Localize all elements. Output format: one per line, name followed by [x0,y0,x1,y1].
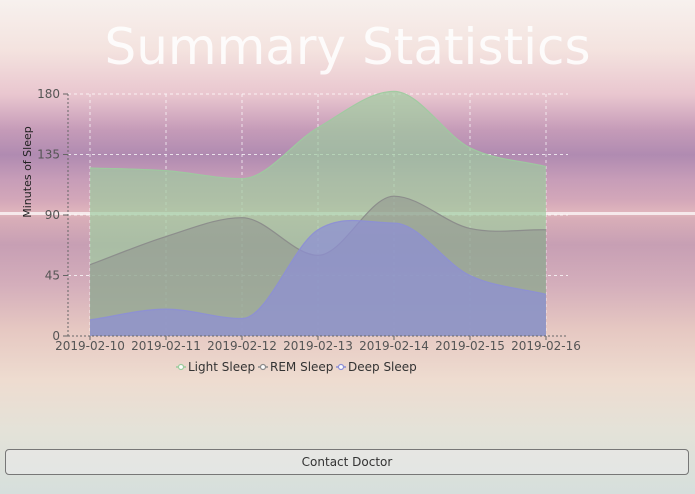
y-axis-label: Minutes of Sleep [21,126,34,217]
line-light-sleep [89,90,547,180]
chart-labels: Minutes of Sleep [21,126,34,217]
legend-marker-rem-sleep [259,363,267,371]
x-tick-label: 2019-02-13 [283,339,353,353]
x-tick-label: 2019-02-14 [359,339,429,353]
legend-label-rem-sleep: REM Sleep [270,360,333,374]
y-tick-label: 90 [45,208,60,222]
x-tick-label: 2019-02-15 [435,339,505,353]
y-tick-label: 0 [52,329,60,343]
x-tick-label: 2019-02-12 [207,339,277,353]
area-deep-sleep [90,220,546,336]
legend-marker-light-sleep [177,363,185,371]
y-tick-label: 180 [37,87,60,101]
contact-doctor-button[interactable]: Contact Doctor [5,449,689,475]
x-tick-label: 2019-02-10 [55,339,125,353]
x-tick-label: 2019-02-16 [511,339,581,353]
page-title: Summary Statistics [104,18,591,76]
chart-axes: 0 45 90 135 180 2019-02-10 2019-02-11 2019-02-1… [37,87,581,353]
chart-areas [89,90,547,336]
legend-label-light-sleep: Light Sleep [188,360,255,374]
chart-legend: Light Sleep REM Sleep Deep Sleep [176,360,417,374]
y-tick-label: 135 [37,148,60,162]
legend-label-deep-sleep: Deep Sleep [348,360,417,374]
y-tick-label: 45 [45,269,60,283]
legend-marker-deep-sleep [337,363,345,371]
line-deep-sleep [89,219,547,321]
x-tick-label: 2019-02-11 [131,339,201,353]
